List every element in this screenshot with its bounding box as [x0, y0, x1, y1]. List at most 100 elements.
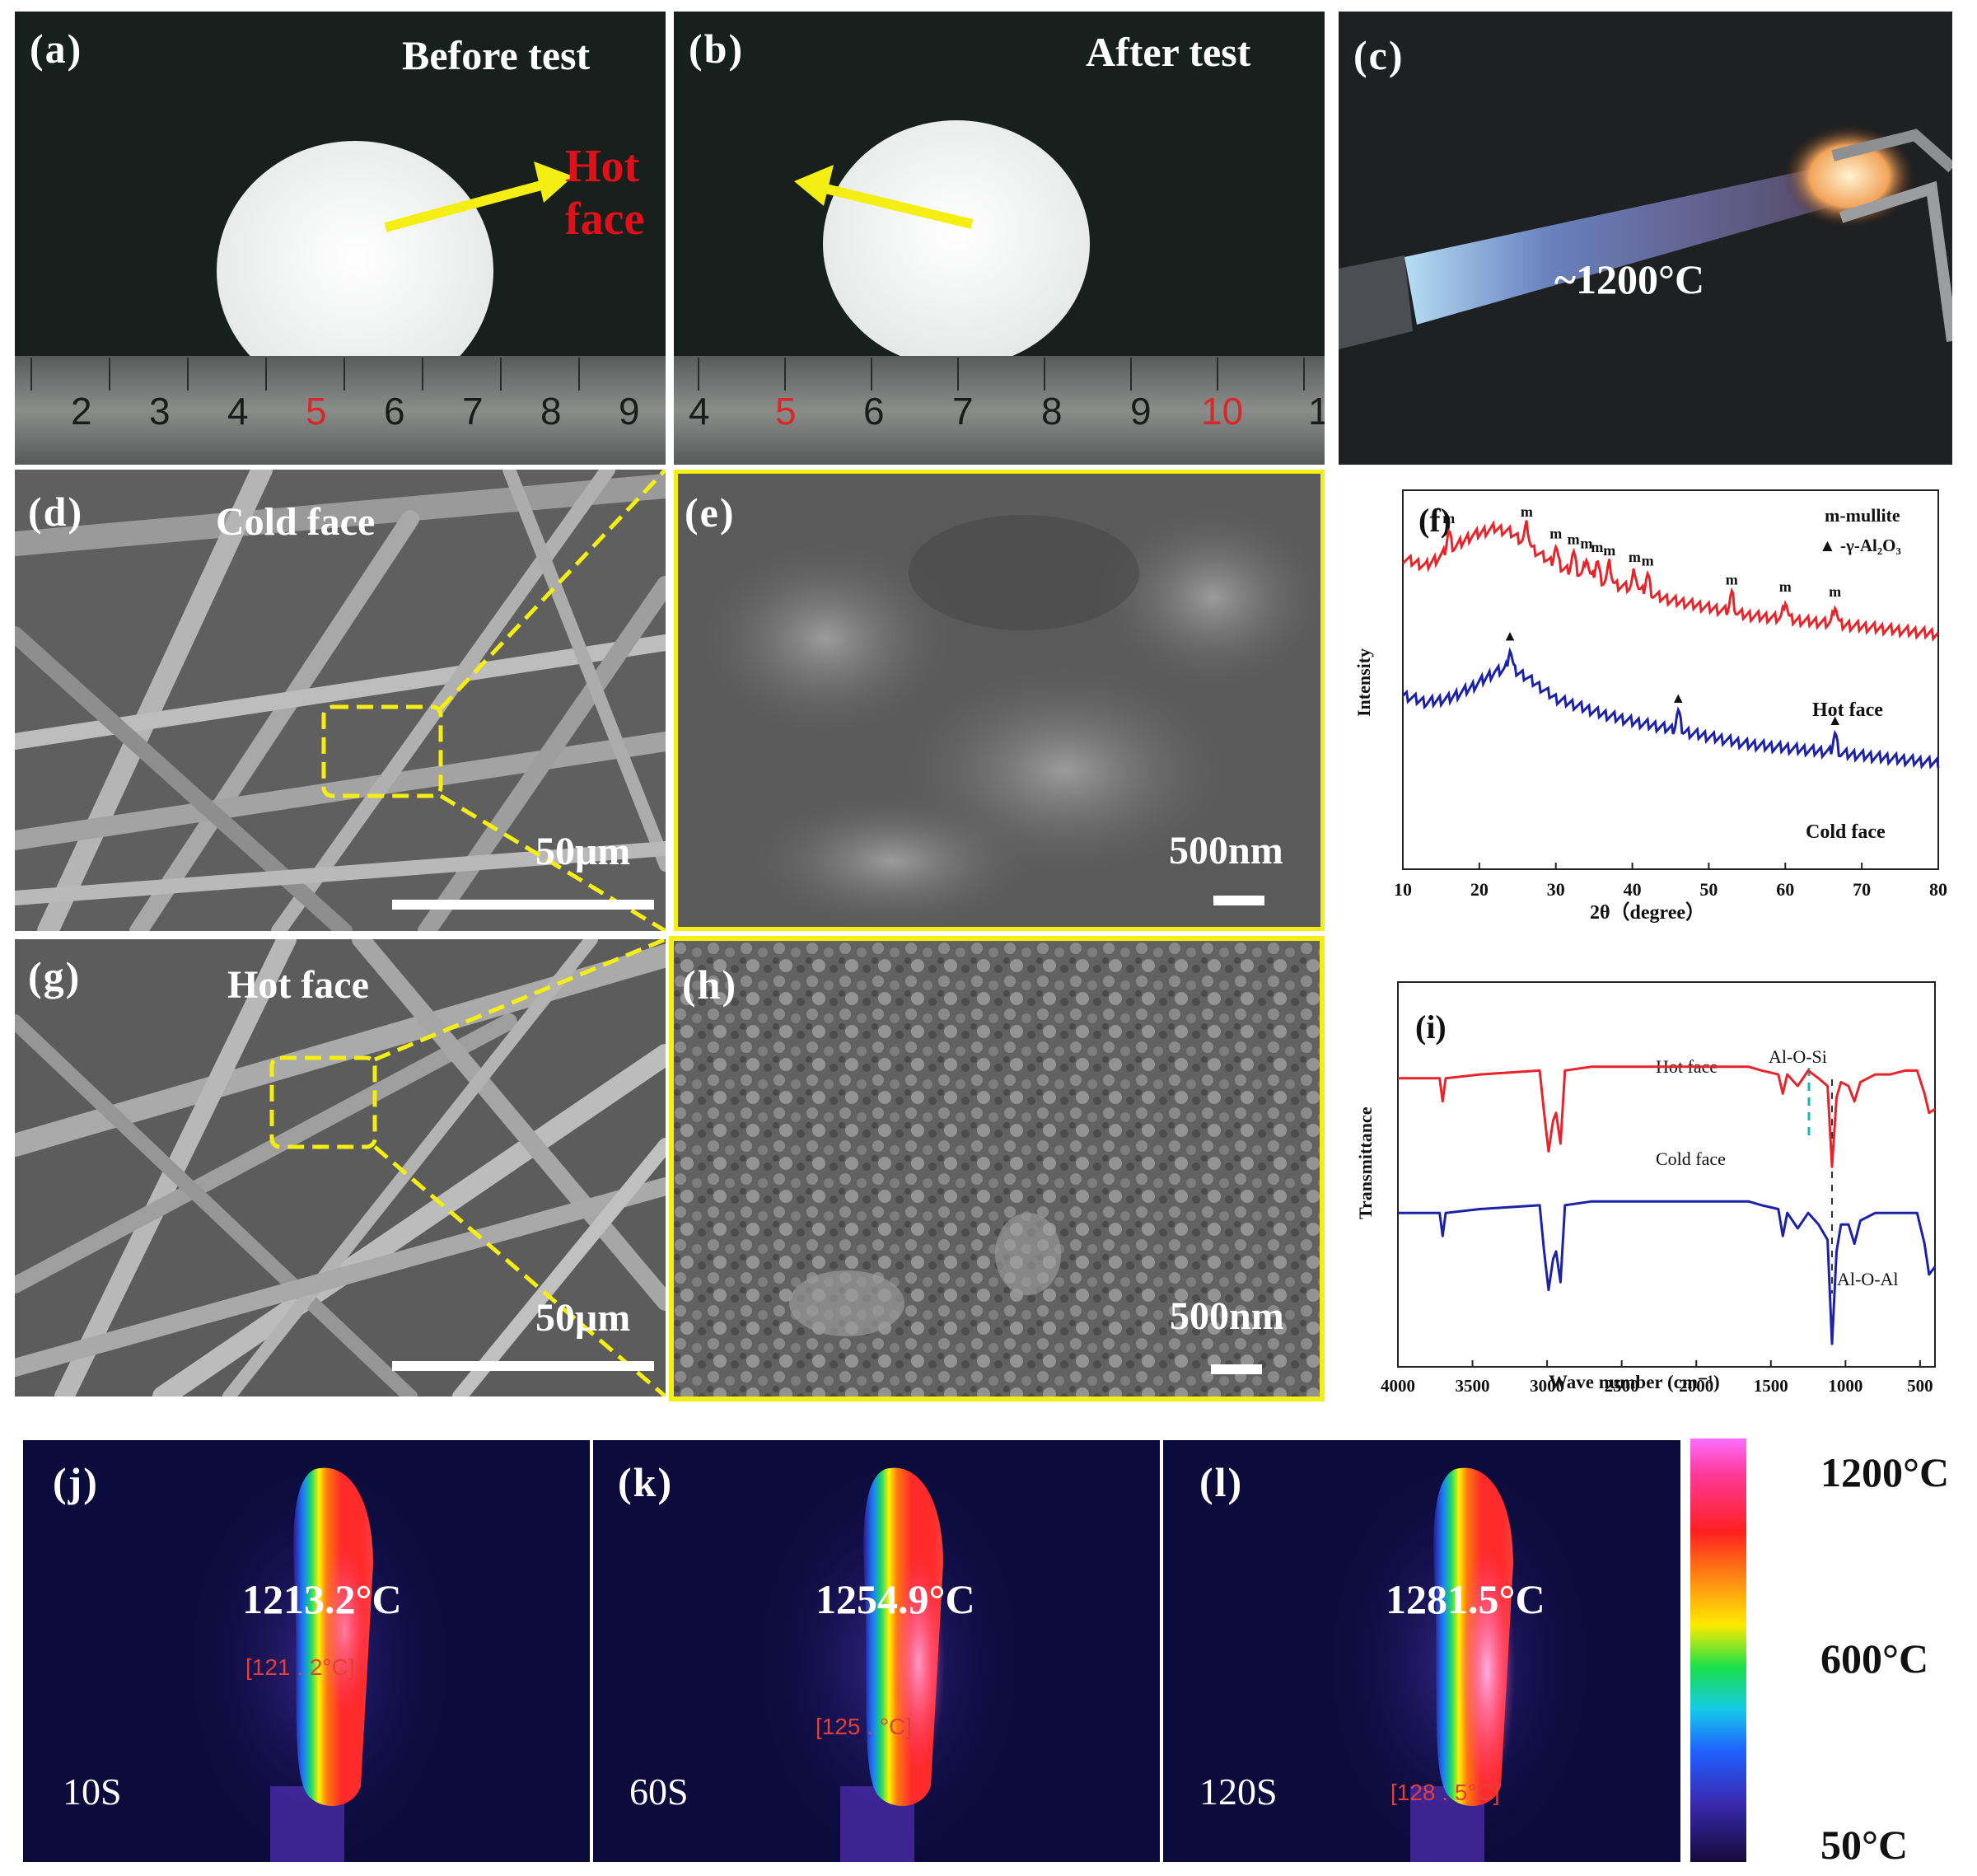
colorbar-mid-label: 600°C: [1820, 1635, 1929, 1682]
xrd-peak-marker: ▲: [1828, 712, 1843, 728]
xrd-series-hot: [1401, 520, 1940, 642]
photo-a: [15, 141, 666, 465]
xrd-tick-label: 40: [1624, 879, 1642, 900]
xrd-peak-marker: m: [1629, 549, 1641, 565]
xrd-series-label-cold: Cold face: [1806, 821, 1886, 843]
thermal-image-k: [758, 1465, 1021, 1862]
photo-c: [1339, 125, 1952, 349]
xrd-series-cold: [1401, 647, 1940, 770]
xrd-peak-marker: m: [1549, 525, 1562, 541]
ruler-numbers-a: 2 3 4 5 6 7 8 9: [71, 390, 640, 433]
ftir-tick-label: 1500: [1754, 1376, 1788, 1396]
panel-d: (d) Cold face 50μm: [15, 470, 666, 931]
xrd-peak-marker: m: [1829, 583, 1841, 600]
panel-b: (b) After test 4 5 6 7 8 9 10 1: [674, 12, 1325, 465]
panel-k: (k) 1254.9°C [125 . °C] 60S: [593, 1440, 1160, 1862]
xrd-tick-label: 50: [1699, 879, 1718, 900]
scale-bar-e: [1213, 896, 1264, 905]
panel-f: (f) m-mullite ▲ -γ-Al₂O₃ Intensity 2θ（de…: [1343, 482, 1956, 931]
ftir-tick-label: 2000: [1679, 1376, 1713, 1396]
ruler-numbers-b: 4 5 6 7 8 9 10 1: [689, 390, 1325, 433]
xrd-peak-marker: ▲: [1671, 690, 1685, 706]
xrd-tick-label: 20: [1470, 879, 1489, 900]
panel-label-j: (j): [53, 1459, 99, 1505]
torch-nozzle: [1339, 255, 1413, 349]
ftir-tick-label: 3500: [1456, 1376, 1490, 1396]
hot-face-sem-caption: Hot face: [227, 963, 369, 1007]
panel-j: (j) 1213.2°C [121 . 2°C] 10S: [23, 1440, 590, 1862]
xrd-ylabel: Intensity: [1353, 648, 1374, 717]
xrd-peak-marker: m: [1591, 539, 1603, 555]
xrd-peak-marker: m: [1568, 531, 1580, 547]
panel-c: (c) ~1200°C: [1339, 12, 1952, 465]
panel-i: (i) Transmittance Wave number (cm⁻¹) Hot…: [1343, 947, 1956, 1405]
temperature-colorbar: [1690, 1439, 1746, 1862]
after-test-caption: After test: [1086, 29, 1251, 75]
panel-label-a: (a): [30, 26, 83, 72]
xrd-peak-marker: m: [1442, 510, 1455, 526]
panel-g: (g) Hot face 50μm: [15, 939, 666, 1396]
colorbar-max-label: 1200°C: [1820, 1449, 1950, 1495]
temp-reading-k: 1254.9°C: [816, 1576, 975, 1622]
xrd-tick-label: 10: [1394, 879, 1412, 900]
panel-label-d: (d): [28, 489, 84, 535]
ftir-tick-label: 2500: [1605, 1376, 1639, 1396]
zoom-box-g: [269, 1055, 377, 1149]
before-test-caption: Before test: [402, 32, 591, 78]
ftir-tick-label: 1000: [1828, 1376, 1862, 1396]
ftir-tick-label: 500: [1907, 1376, 1933, 1396]
thermal-image-j: [188, 1465, 451, 1862]
xrd-tick-label: 70: [1853, 879, 1871, 900]
ftir-tick-label: 3000: [1530, 1376, 1564, 1396]
panel-label-h: (h): [682, 961, 738, 1008]
sem-image-g: [15, 939, 666, 1396]
panel-label-g: (g): [28, 953, 82, 999]
scale-bar-h: [1211, 1364, 1262, 1374]
colorbar-min-label: 50°C: [1820, 1822, 1909, 1868]
scale-label-g: 50μm: [535, 1296, 631, 1340]
tweezers: [1839, 180, 1952, 342]
ftir-tick-label: 4000: [1381, 1376, 1415, 1396]
temp-reading-j: 1213.2°C: [242, 1576, 402, 1622]
panel-label-b: (b): [689, 26, 745, 72]
ruler: [15, 356, 666, 465]
ftir-series-label-cold: Cold face: [1656, 1149, 1726, 1169]
arrow-a: [384, 178, 552, 232]
panel-e: (e) 500nm: [674, 470, 1325, 931]
annotation-al-o-si: Al-O-Si: [1769, 1046, 1827, 1067]
temp-reading-l: 1281.5°C: [1386, 1576, 1545, 1622]
cold-face-caption: Cold face: [216, 500, 376, 544]
xrd-peak-marker: ▲: [1503, 628, 1517, 644]
flame: [1404, 168, 1833, 325]
xrd-chart: (f) m-mullite ▲ -γ-Al₂O₃ Intensity 2θ（de…: [1353, 489, 1947, 924]
scale-label-h: 500nm: [1170, 1294, 1284, 1338]
hot-face-caption: Hot face: [565, 141, 645, 245]
arrow-b: [814, 181, 974, 229]
photo-b: [674, 120, 1325, 465]
xrd-peak-marker: m: [1779, 578, 1792, 595]
chart-label-i: (i): [1415, 1008, 1447, 1046]
xrd-plot-frame: [1402, 489, 1939, 870]
sem-image-h: [674, 941, 1320, 1396]
xrd-tick-label: 60: [1776, 879, 1794, 900]
panel-l: (l) 1281.5°C [128 . 5°C] 120S: [1163, 1440, 1680, 1862]
sample-disc: [217, 141, 493, 401]
ftir-plot-frame: [1397, 981, 1936, 1368]
scale-label-d: 50μm: [535, 830, 631, 873]
flame-temp-label: ~1200°C: [1554, 256, 1705, 302]
ftir-xlabel: Wave number (cm⁻¹): [1549, 1372, 1720, 1392]
xrd-peak-marker: m: [1642, 553, 1654, 569]
scale-bar-g: [392, 1361, 654, 1371]
time-label-j: 10S: [63, 1771, 122, 1813]
zoom-box-d: [321, 704, 443, 798]
panel-label-k: (k): [618, 1459, 674, 1505]
sample-disc-after: [823, 120, 1090, 367]
sem-image-e: [686, 498, 1320, 927]
scale-bar-d: [392, 900, 654, 910]
xrd-xlabel: 2θ（degree）: [1590, 901, 1705, 924]
xrd-tick-label: 30: [1547, 879, 1565, 900]
chart-label-f: (f): [1418, 502, 1451, 539]
time-label-l: 120S: [1199, 1771, 1278, 1813]
thermal-image-l: [1328, 1465, 1591, 1862]
panel-label-e: (e): [685, 489, 736, 536]
